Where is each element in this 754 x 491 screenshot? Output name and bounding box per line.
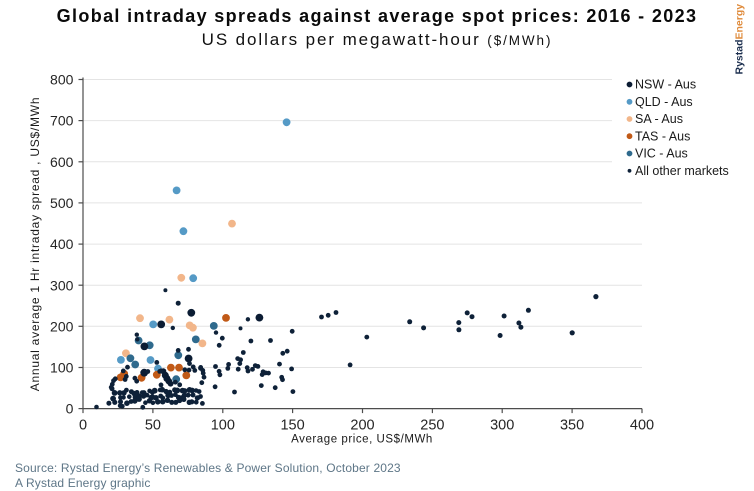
svg-text:0: 0 bbox=[79, 417, 87, 433]
svg-text:400: 400 bbox=[630, 417, 654, 433]
svg-text:TAS - Aus: TAS - Aus bbox=[635, 129, 690, 143]
svg-text:150: 150 bbox=[280, 417, 304, 433]
svg-text:100: 100 bbox=[50, 360, 74, 376]
svg-text:NSW - Aus: NSW - Aus bbox=[635, 78, 696, 92]
svg-text:Average price, US$/MWh: Average price, US$/MWh bbox=[291, 434, 433, 446]
svg-text:800: 800 bbox=[50, 72, 74, 88]
svg-text:600: 600 bbox=[50, 154, 74, 170]
svg-text:RystadEnergy: RystadEnergy bbox=[734, 4, 746, 75]
svg-text:SA - Aus: SA - Aus bbox=[635, 112, 683, 126]
svg-text:All other markets: All other markets bbox=[635, 164, 729, 178]
svg-text:VIC - Aus: VIC - Aus bbox=[635, 147, 688, 161]
svg-text:50: 50 bbox=[145, 417, 161, 433]
svg-text:Annual average 1 Hr intraday s: Annual average 1 Hr intraday spread , US… bbox=[28, 97, 42, 392]
svg-text:250: 250 bbox=[420, 417, 444, 433]
svg-text:700: 700 bbox=[50, 113, 74, 129]
svg-text:300: 300 bbox=[50, 277, 74, 293]
svg-text:300: 300 bbox=[490, 417, 514, 433]
svg-text:200: 200 bbox=[350, 417, 374, 433]
svg-text:350: 350 bbox=[560, 417, 584, 433]
svg-text:0: 0 bbox=[66, 401, 74, 417]
svg-text:200: 200 bbox=[50, 318, 74, 334]
svg-text:400: 400 bbox=[50, 236, 74, 252]
svg-text:100: 100 bbox=[211, 417, 235, 433]
svg-text:QLD - Aus: QLD - Aus bbox=[635, 95, 693, 109]
svg-text:500: 500 bbox=[50, 195, 74, 211]
